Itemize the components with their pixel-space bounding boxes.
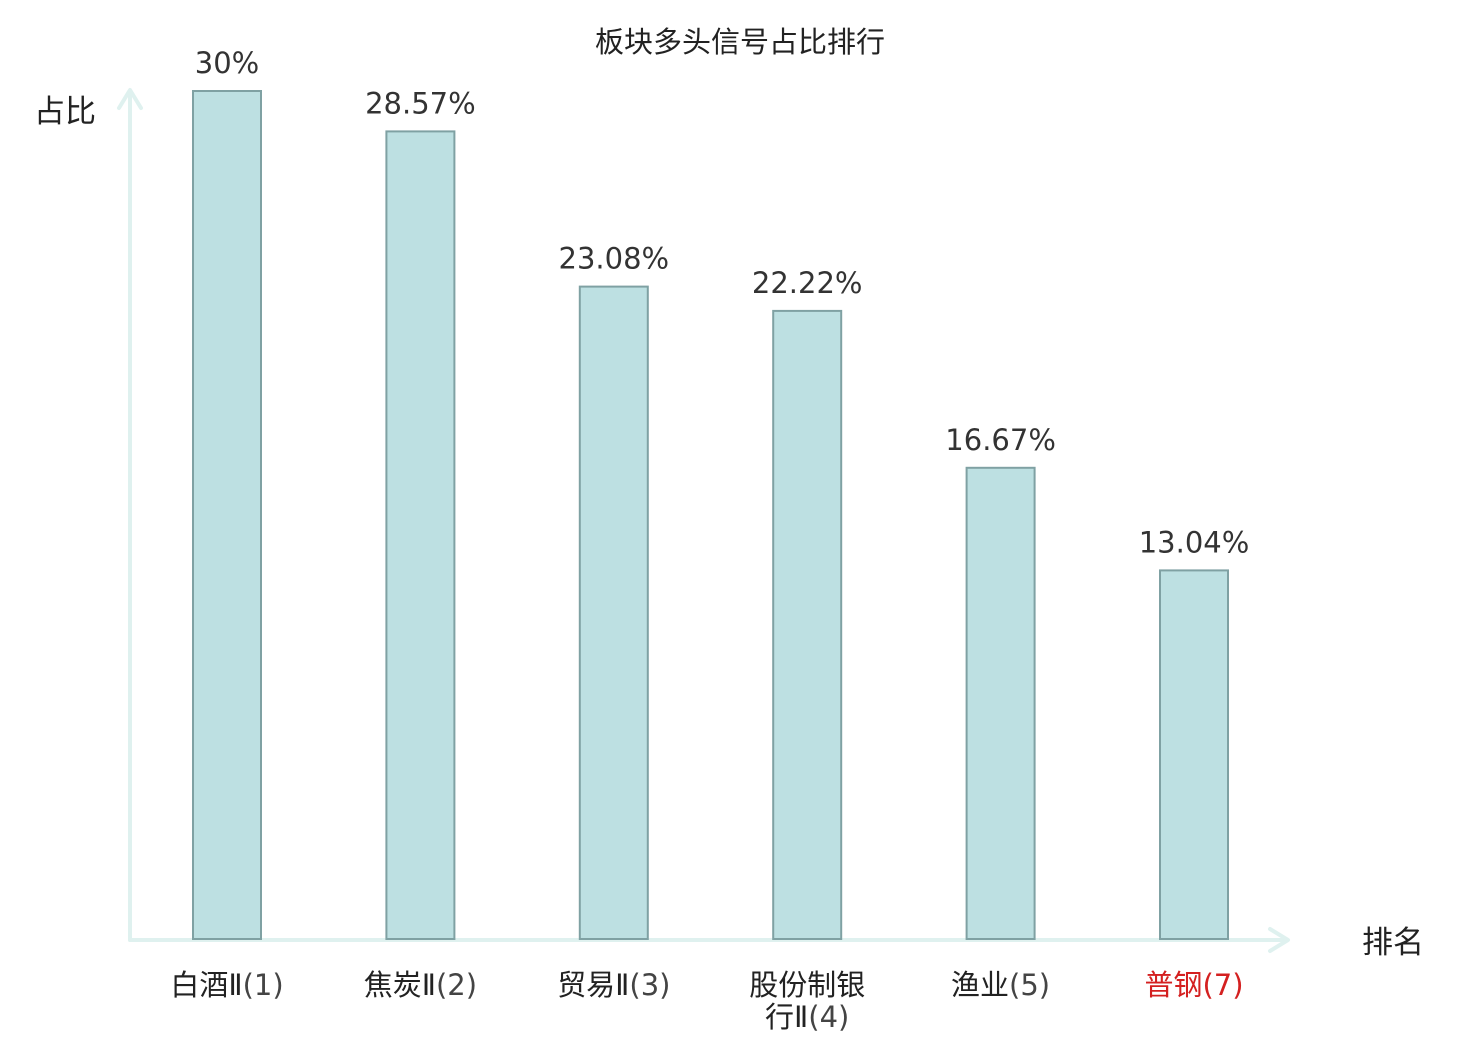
bar-value-label: 22.22% — [752, 266, 863, 300]
x-tick-label: 股份制银 — [749, 968, 865, 1002]
y-axis-label: 占比 — [34, 94, 96, 130]
bar-value-label: 23.08% — [559, 242, 670, 276]
bar — [965, 466, 1036, 940]
x-tick-label: 行Ⅱ(4) — [765, 1000, 849, 1034]
x-axis-arrow-icon — [1268, 927, 1290, 953]
x-tick-label: 普钢(7) — [1144, 968, 1243, 1002]
bar-value-label: 16.67% — [945, 423, 1056, 457]
x-axis-label: 排名 — [1362, 925, 1424, 961]
bar-value-label: 28.57% — [365, 86, 476, 120]
axes — [117, 88, 1290, 953]
bar — [192, 90, 262, 940]
x-tick-label: 白酒Ⅱ(1) — [170, 968, 283, 1002]
bar — [385, 130, 456, 940]
bar-value-label: 30% — [195, 46, 259, 80]
x-tick-label: 焦炭Ⅱ(2) — [364, 968, 477, 1002]
bar — [578, 285, 649, 941]
x-tick-label: 贸易Ⅱ(3) — [557, 968, 670, 1002]
bar-value-label: 13.04% — [1139, 525, 1250, 559]
x-tick-label: 渔业(5) — [951, 968, 1050, 1002]
bars-layer: 30% 白酒Ⅱ(1) 28.57% 焦炭Ⅱ(2) 23.08% 贸易Ⅱ(3) 22.22% 股… — [170, 46, 1249, 1034]
y-axis-arrow-icon — [117, 88, 143, 110]
bar — [772, 309, 843, 940]
chart-title: 板块多头信号占比排行 — [595, 25, 885, 59]
bar — [1159, 569, 1229, 941]
